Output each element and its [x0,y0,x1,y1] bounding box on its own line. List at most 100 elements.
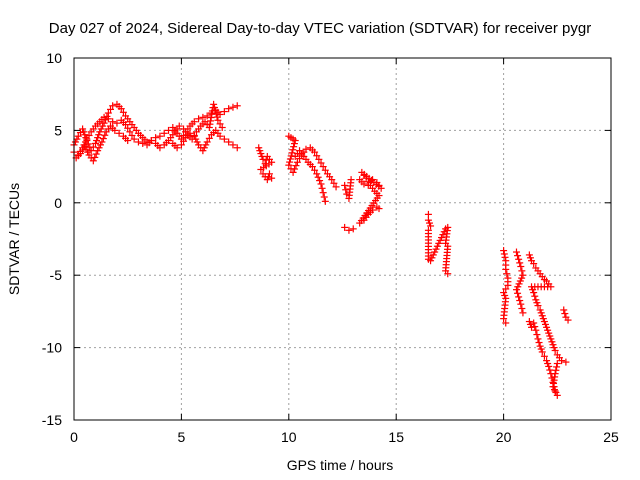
data-point [314,173,322,181]
data-point [502,285,510,293]
data-point [111,126,119,134]
data-point [313,170,321,178]
data-point [119,108,127,116]
x-tick-label: 5 [178,429,186,445]
data-point [330,179,338,187]
data-point [534,335,542,343]
plot-frame [73,57,612,421]
data-point [369,206,377,214]
y-tick-label: 0 [54,195,62,211]
data-point [503,270,511,278]
x-tick-label: 10 [281,429,297,445]
data-point [516,297,524,305]
data-point [139,139,147,147]
data-point [317,180,325,188]
data-point [375,205,383,213]
data-point [558,357,566,365]
data-point [286,158,294,166]
data-point [216,120,224,128]
data-point [551,387,559,395]
data-point [317,159,325,167]
data-point [195,115,203,123]
data-point [210,100,218,108]
data-point [519,309,527,317]
data-point [207,117,215,125]
data-point [514,252,522,260]
x-tick-label: 0 [70,429,78,445]
data-point [502,319,510,327]
data-point [85,131,93,139]
data-point [87,147,95,155]
data-point [538,348,546,356]
data-point [83,135,91,143]
data-point [514,289,522,297]
data-point [545,362,553,370]
data-point [229,103,237,111]
data-point [177,141,185,149]
data-point [218,124,226,132]
data-point [98,138,106,146]
data-point [89,157,97,165]
data-point [79,146,87,154]
data-point [328,176,336,184]
data-point [515,255,523,263]
axis-ticks: 0 5 10 15 20 25 -15 -10 -5 0 5 10 [42,50,619,445]
data-point [99,135,107,143]
data-point [500,247,508,255]
data-point [126,128,134,136]
data-point [516,259,524,267]
data-point [444,270,452,278]
data-point [321,166,329,174]
data-point [342,186,350,194]
data-point [115,129,123,137]
data-point [211,107,219,115]
data-point [311,148,319,156]
data-point [76,150,84,158]
data-point [360,180,368,188]
x-tick-label: 15 [388,429,404,445]
grid-lines [74,58,611,420]
data-point [220,135,228,143]
data-point [130,135,138,143]
data-point [225,105,233,113]
data-point [109,102,117,110]
data-point [203,112,211,120]
data-point [517,263,525,271]
data-point [518,267,526,275]
data-point [210,104,218,112]
data-point [502,265,510,273]
data-point [291,137,299,145]
data-point [552,366,560,374]
data-point [216,132,224,140]
data-point [562,358,570,366]
data-point [107,105,115,113]
data-point [134,138,142,146]
data-point [175,122,183,130]
data-point [501,253,509,261]
data-point [316,177,324,185]
data-point [553,360,561,368]
data-point [147,137,155,145]
data-point [512,286,520,294]
data-point [540,352,548,360]
data-point [531,323,539,331]
data-point [532,326,540,334]
data-point [92,150,100,158]
data-point [173,144,181,152]
data-point [321,197,329,205]
data-point [156,144,164,152]
data-point [530,260,538,268]
data-point [289,168,297,176]
data-point [207,114,215,122]
data-point [347,176,355,184]
data-point [91,153,99,161]
data-point [534,302,542,310]
y-tick-label: 5 [54,122,62,138]
data-point [332,183,340,191]
data-point [341,223,349,231]
data-point [265,170,273,178]
data-point [356,219,364,227]
x-tick-label: 20 [496,429,512,445]
data-point [531,292,539,300]
data-point [553,363,561,371]
